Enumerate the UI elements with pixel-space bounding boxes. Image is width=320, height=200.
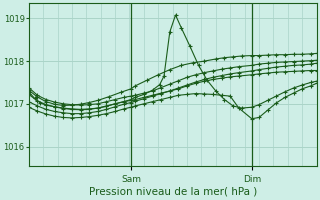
- X-axis label: Pression niveau de la mer( hPa ): Pression niveau de la mer( hPa ): [89, 187, 257, 197]
